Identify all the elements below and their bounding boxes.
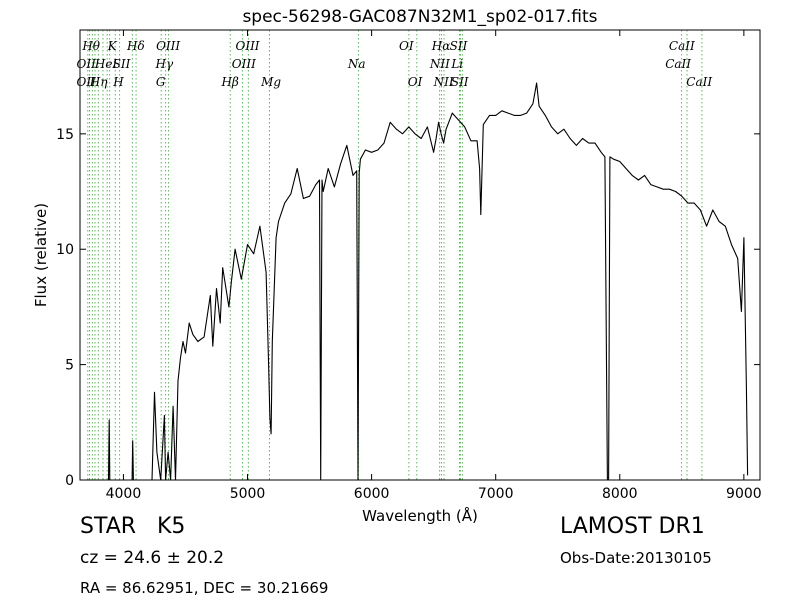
line-label-24: SII: [451, 75, 469, 89]
x-tick-label-1: 5000: [230, 486, 266, 502]
line-label-4: HeI: [94, 57, 118, 71]
line-label-7: H: [112, 75, 124, 89]
line-label-12: OIII: [235, 39, 259, 53]
line-label-23: NII: [433, 75, 454, 89]
line-label-9: OIII: [156, 39, 180, 53]
chart-title: spec-56298-GAC087N32M1_sp02-017.fits: [242, 7, 597, 27]
object-class: STAR: [80, 514, 137, 539]
y-tick-label-0: 0: [65, 473, 74, 489]
x-tick-label-4: 8000: [602, 486, 638, 502]
line-label-14: Hβ: [220, 75, 238, 89]
line-label-21: NII: [429, 57, 450, 71]
y-axis-label: Flux (relative): [32, 203, 50, 307]
line-label-5: Hη: [89, 75, 108, 89]
spectrum-line: [86, 82, 749, 480]
coordinates: RA = 86.62951, DEC = 30.21669: [80, 579, 329, 597]
y-tick-label-2: 10: [56, 242, 74, 258]
x-axis-label: Wavelength (Å): [362, 506, 478, 525]
survey-name: LAMOST DR1: [560, 514, 705, 539]
redshift-cz: cz = 24.6 ± 20.2: [80, 548, 225, 568]
x-tick-label-5: 9000: [726, 486, 762, 502]
y-tick-label-1: 5: [65, 358, 74, 374]
line-label-8: Hδ: [126, 39, 145, 53]
y-tick-label-3: 15: [56, 127, 74, 143]
line-label-13: OIII: [232, 57, 256, 71]
line-label-19: Hα: [431, 39, 451, 53]
line-label-27: CaII: [686, 75, 712, 89]
line-label-3: K: [107, 39, 118, 53]
line-label-25: CaII: [669, 39, 695, 53]
line-label-10: Hγ: [155, 57, 174, 71]
line-label-11: G: [156, 75, 166, 89]
line-label-20: SII: [450, 39, 468, 53]
line-label-15: Mg: [260, 75, 281, 89]
observation-date: Obs-Date:20130105: [560, 549, 712, 567]
x-tick-label-0: 4000: [106, 486, 142, 502]
line-label-6: SII: [113, 57, 131, 71]
line-label-16: Na: [347, 57, 366, 71]
line-label-0: Hθ: [81, 39, 100, 53]
line-label-1: OII: [77, 57, 97, 71]
line-label-26: CaII: [665, 57, 691, 71]
line-label-2: OII: [77, 75, 97, 89]
line-label-18: OI: [408, 75, 423, 89]
line-label-17: OI: [399, 39, 414, 53]
x-tick-label-2: 6000: [354, 486, 390, 502]
x-tick-label-3: 7000: [478, 486, 514, 502]
spectral-subclass: K5: [157, 514, 186, 539]
line-label-22: Li: [450, 57, 463, 71]
plot-frame: [79, 29, 761, 481]
